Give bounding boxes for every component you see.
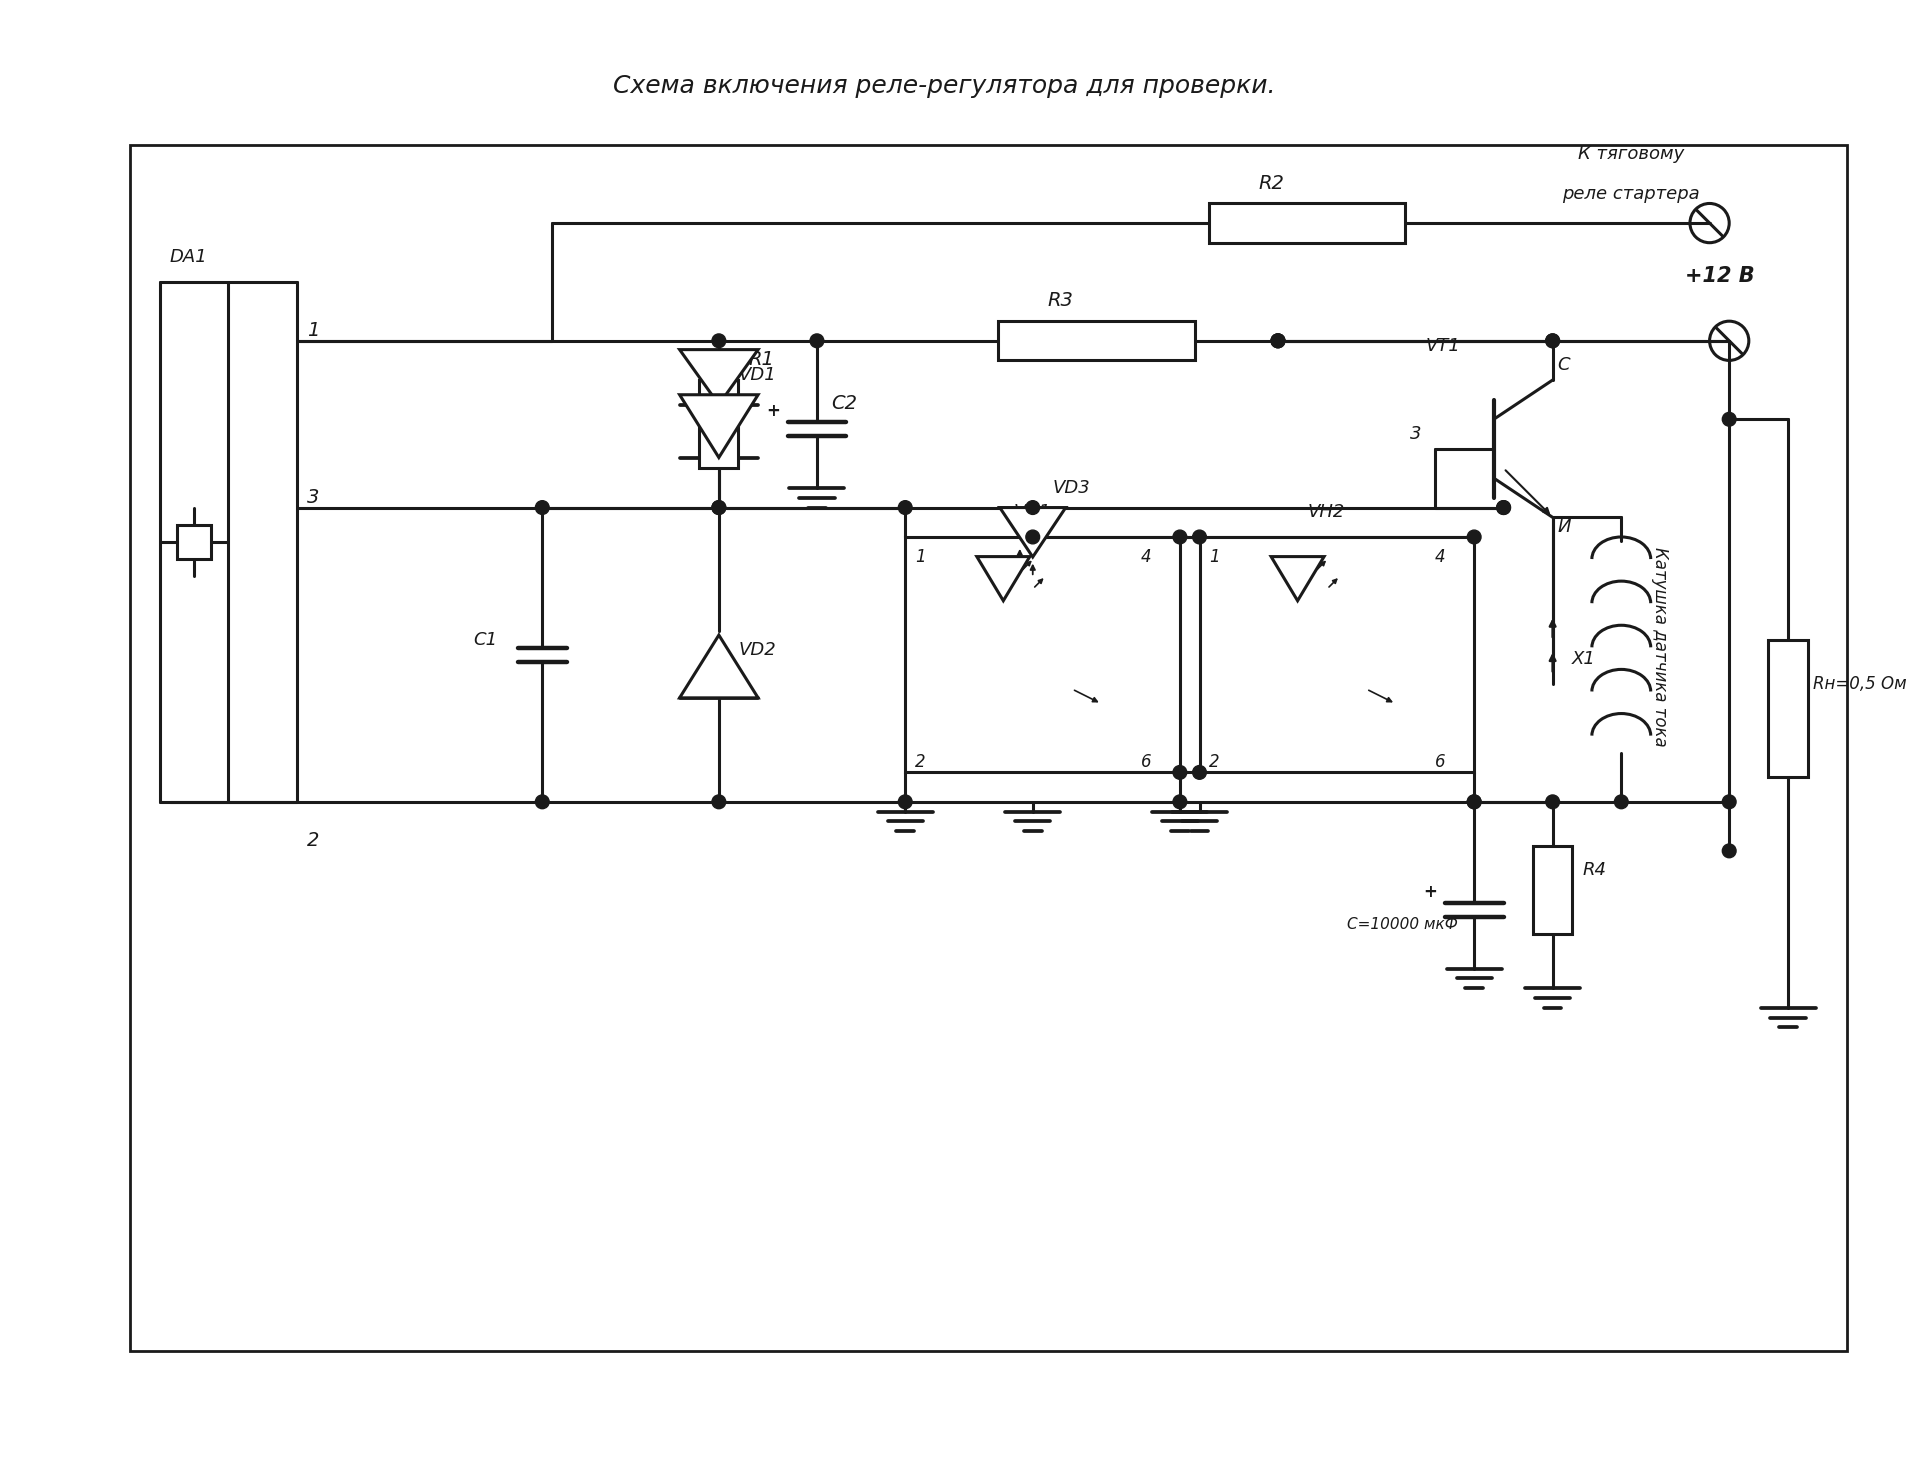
Circle shape bbox=[1271, 334, 1284, 347]
Text: R2: R2 bbox=[1258, 174, 1284, 193]
Circle shape bbox=[899, 795, 912, 808]
Circle shape bbox=[1498, 501, 1511, 515]
Circle shape bbox=[1615, 795, 1628, 808]
Text: 2: 2 bbox=[307, 830, 319, 850]
Text: C2: C2 bbox=[831, 394, 858, 414]
Circle shape bbox=[1546, 334, 1559, 347]
Circle shape bbox=[1025, 529, 1039, 544]
Text: VT1: VT1 bbox=[1425, 337, 1459, 354]
Text: R3: R3 bbox=[1048, 292, 1073, 310]
Circle shape bbox=[1025, 501, 1039, 515]
Text: 4: 4 bbox=[1140, 547, 1152, 565]
Bar bbox=[904, 537, 1181, 773]
Text: 3: 3 bbox=[307, 488, 319, 507]
Text: К тяговому: К тяговому bbox=[1578, 145, 1684, 163]
Circle shape bbox=[1467, 795, 1480, 808]
Text: И: И bbox=[1557, 518, 1571, 535]
Bar bbox=[177, 525, 211, 559]
Text: C=10000 мкФ: C=10000 мкФ bbox=[1346, 918, 1457, 933]
Circle shape bbox=[1722, 412, 1736, 426]
Circle shape bbox=[1722, 795, 1736, 808]
Circle shape bbox=[712, 334, 726, 347]
Text: VH1: VH1 bbox=[1014, 503, 1050, 522]
Text: C1: C1 bbox=[474, 630, 497, 650]
Text: Rн=0,5 Ом: Rн=0,5 Ом bbox=[1812, 675, 1907, 693]
Bar bbox=[1200, 537, 1475, 773]
Bar bbox=[998, 322, 1194, 360]
Polygon shape bbox=[680, 635, 758, 698]
Text: 1: 1 bbox=[916, 547, 925, 565]
Text: +: + bbox=[766, 402, 780, 420]
Text: VD1: VD1 bbox=[739, 366, 776, 384]
Circle shape bbox=[1173, 795, 1187, 808]
Text: VD3: VD3 bbox=[1052, 479, 1091, 497]
Bar bbox=[699, 380, 739, 469]
Circle shape bbox=[1192, 765, 1206, 779]
Circle shape bbox=[1546, 795, 1559, 808]
Circle shape bbox=[712, 795, 726, 808]
Text: 2: 2 bbox=[916, 753, 925, 771]
Polygon shape bbox=[1000, 507, 1066, 558]
Circle shape bbox=[536, 795, 549, 808]
Polygon shape bbox=[680, 350, 758, 405]
Text: 1: 1 bbox=[307, 320, 319, 340]
Polygon shape bbox=[680, 394, 758, 458]
Text: R1: R1 bbox=[749, 350, 774, 369]
Bar bbox=[1532, 845, 1572, 934]
Text: R4: R4 bbox=[1582, 862, 1605, 879]
Polygon shape bbox=[977, 556, 1029, 601]
Circle shape bbox=[1173, 765, 1187, 779]
Circle shape bbox=[1192, 529, 1206, 544]
Circle shape bbox=[899, 501, 912, 515]
Circle shape bbox=[536, 501, 549, 515]
Circle shape bbox=[712, 501, 726, 515]
Circle shape bbox=[1498, 501, 1511, 515]
Text: VH2: VH2 bbox=[1308, 503, 1344, 522]
Text: DA1: DA1 bbox=[169, 248, 207, 267]
Text: X1: X1 bbox=[1572, 651, 1596, 669]
Circle shape bbox=[1271, 334, 1284, 347]
Text: 6: 6 bbox=[1140, 753, 1152, 771]
Text: 6: 6 bbox=[1434, 753, 1446, 771]
Circle shape bbox=[1467, 795, 1480, 808]
Text: С: С bbox=[1557, 356, 1571, 374]
Bar bbox=[131, 145, 1847, 1351]
Circle shape bbox=[1271, 334, 1284, 347]
Text: Катушка датчика тока: Катушка датчика тока bbox=[1651, 547, 1668, 747]
Text: VD2: VD2 bbox=[739, 641, 776, 658]
Text: 4: 4 bbox=[1434, 547, 1446, 565]
Polygon shape bbox=[1271, 556, 1325, 601]
Text: реле стартера: реле стартера bbox=[1563, 184, 1699, 203]
Circle shape bbox=[810, 334, 824, 347]
Text: Схема включения реле-регулятора для проверки.: Схема включения реле-регулятора для пров… bbox=[612, 74, 1275, 98]
Bar bbox=[1768, 641, 1807, 777]
Text: +: + bbox=[1423, 882, 1436, 900]
Circle shape bbox=[1546, 334, 1559, 347]
Circle shape bbox=[1467, 529, 1480, 544]
Circle shape bbox=[1722, 844, 1736, 857]
Text: 1: 1 bbox=[1210, 547, 1219, 565]
Text: 2: 2 bbox=[1210, 753, 1219, 771]
Text: +12 В: +12 В bbox=[1684, 265, 1755, 286]
Text: 3: 3 bbox=[1411, 426, 1423, 443]
Circle shape bbox=[712, 501, 726, 515]
Circle shape bbox=[1173, 529, 1187, 544]
Bar bbox=[1210, 203, 1405, 243]
